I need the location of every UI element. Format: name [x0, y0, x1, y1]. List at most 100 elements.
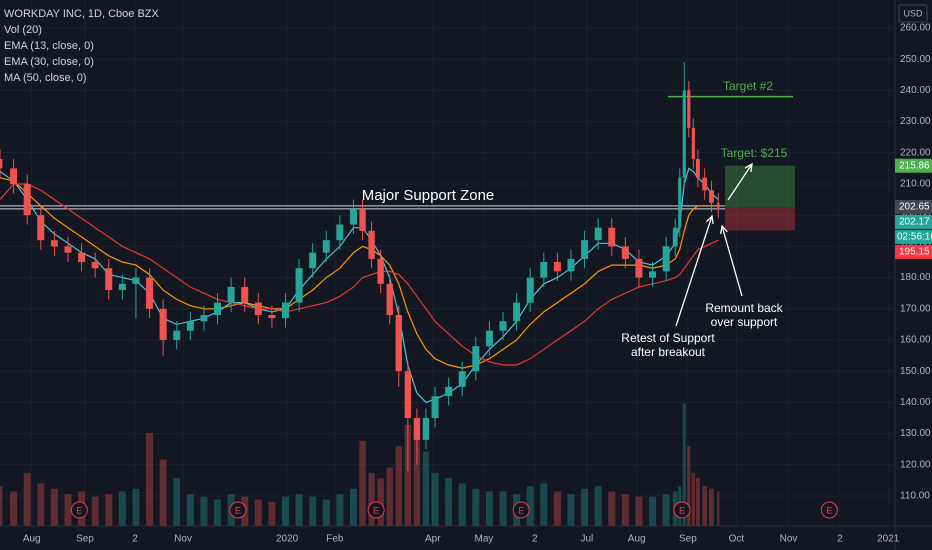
volume-bar [594, 486, 602, 526]
candle-body [526, 277, 534, 303]
legend-entry: EMA (13, close, 0) [4, 40, 94, 52]
volume-bar [422, 451, 430, 526]
annotation: after breakout [631, 345, 706, 359]
annotation: Target #2 [723, 79, 773, 93]
price-label-box [895, 199, 932, 214]
candle-body [413, 418, 421, 440]
x-tick-label: 2021 [877, 534, 900, 545]
candle-body [594, 227, 602, 241]
candle-body [118, 283, 126, 291]
ma-line [0, 177, 719, 369]
candle-body [173, 330, 181, 340]
y-tick-label: 130.00 [900, 428, 931, 439]
candle-body [50, 240, 58, 247]
price-label-box [895, 214, 932, 229]
x-tick-label: Sep [76, 534, 94, 545]
volume-bar [404, 424, 412, 526]
x-tick-label: Apr [425, 534, 441, 545]
x-tick-label: Jul [580, 534, 593, 545]
volume-bar [431, 472, 439, 526]
candle-body [336, 224, 344, 241]
volume-bar [10, 491, 18, 526]
candle-body [64, 246, 72, 253]
x-tick-label: 2 [837, 534, 843, 545]
candle-body [359, 208, 366, 231]
plot: E E E E E E Major Support Zone Target #2 Target:… [0, 62, 838, 519]
arrow-head [705, 214, 714, 225]
annotation: over support [711, 315, 778, 329]
y-tick-label: 170.00 [900, 303, 931, 314]
candle-body [687, 90, 691, 128]
chart-title: WORKDAY INC, 1D, Cboe BZX [4, 8, 160, 20]
candle-body [499, 321, 507, 331]
currency[interactable]: USD [903, 8, 923, 18]
candle-body [132, 277, 140, 284]
volume-bar [581, 488, 589, 526]
volume-bar [159, 459, 167, 526]
candle-body [717, 202, 720, 209]
y-tick-label: 140.00 [900, 397, 931, 408]
legend-entry: EMA (30, close, 0) [4, 56, 94, 68]
candle-body [458, 371, 466, 387]
y-tick-label: 230.00 [900, 116, 931, 127]
volume-bar [413, 432, 421, 526]
price-label: 195.15 [899, 247, 930, 258]
volume-bar [682, 403, 686, 526]
candle-body [254, 302, 262, 316]
volume-bar [254, 499, 262, 526]
volume-bar [445, 478, 453, 526]
target-box [725, 165, 795, 207]
earnings-marker [229, 501, 247, 519]
volume-bar [485, 491, 493, 526]
price-label-box [895, 244, 932, 259]
volume-bar [695, 478, 700, 526]
countdown: 02:56:16 [897, 232, 932, 243]
price-label: 202.17 [899, 217, 930, 228]
candle-body [10, 168, 18, 184]
volume-bar [132, 488, 140, 526]
arrow [721, 225, 743, 297]
volume-bar [186, 494, 194, 526]
annotation: Major Support Zone [362, 187, 495, 204]
currency-box[interactable] [898, 4, 928, 23]
price-label: 202.65 [899, 202, 930, 213]
y-tick-label: 260.00 [900, 23, 931, 34]
annotation: Retest of Support [621, 331, 715, 345]
arrow [727, 163, 753, 201]
candle-body [395, 315, 402, 372]
x-tick-label: Feb [326, 534, 344, 545]
arrow-head [744, 162, 753, 173]
legend-entry: MA (50, close, 0) [4, 72, 87, 84]
volume-bar [395, 446, 402, 526]
candle-body [540, 262, 548, 278]
candle-body [322, 240, 330, 253]
y-tick-label: 220.00 [900, 147, 931, 158]
candle-body [695, 159, 700, 178]
candle-body [581, 240, 589, 259]
earnings-label: E [235, 505, 241, 515]
x-tick-label: 2 [532, 534, 538, 545]
candle-body [709, 190, 714, 203]
volume-bar [91, 496, 99, 526]
candle-body [513, 302, 521, 322]
volume-bar [37, 483, 45, 526]
candle-body [37, 215, 45, 241]
volume-bar [359, 440, 366, 526]
volume-bar [368, 472, 375, 526]
volume-bar [553, 491, 561, 526]
candle-body [682, 90, 686, 178]
candle-body [702, 177, 708, 191]
volume-bar [635, 496, 643, 526]
x-tick-label: Oct [729, 534, 745, 545]
earnings-label: E [679, 505, 685, 515]
y-tick-label: 150.00 [900, 366, 931, 377]
grid [0, 0, 895, 526]
candle-body [200, 315, 208, 322]
y-tick-label: 180.00 [900, 272, 931, 283]
y-tick-label: 120.00 [900, 459, 931, 470]
volume-bar [526, 486, 534, 526]
volume-bar [214, 499, 222, 526]
candle-body [281, 302, 289, 319]
